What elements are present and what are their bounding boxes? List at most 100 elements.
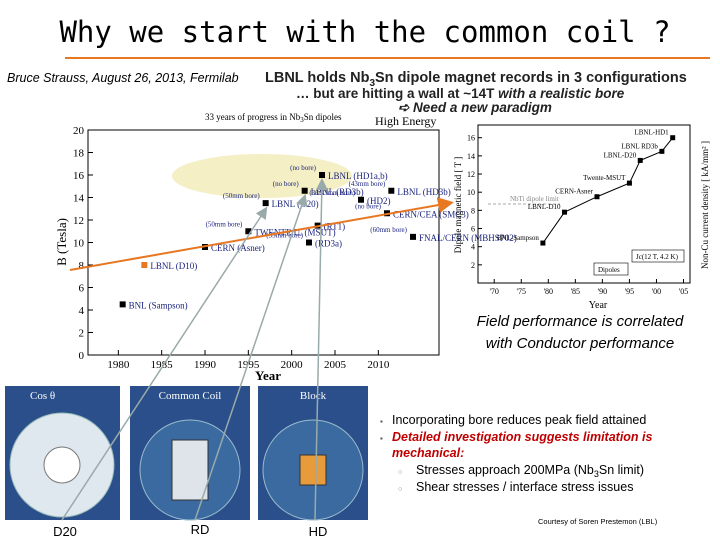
y-tick-label: 16 xyxy=(467,134,475,143)
legend-box xyxy=(593,262,629,276)
bullet-text: Detailed investigation suggests limitati… xyxy=(392,430,653,444)
author: Bruce Strauss, August 26, 2013, Fermilab xyxy=(7,71,239,85)
y2-axis-label: Non-Cu current density [ kA/mm² ] xyxy=(700,141,710,269)
y-axis-label: Dipole magnetic field [ T ] xyxy=(453,157,463,253)
text-run: Sn dipole magnet records in 3 configurat… xyxy=(375,70,687,86)
point-label: LBNL (D20) xyxy=(272,199,319,209)
record-point xyxy=(262,200,269,207)
panel-label: HD xyxy=(309,524,328,539)
text-run: with a realistic bore xyxy=(498,86,625,101)
x-tick-label: 2000 xyxy=(281,359,304,371)
panel-label: RD xyxy=(191,522,210,537)
y-axis-label: B (Tesla) xyxy=(54,218,69,266)
legend-entry: Jc(12 T, 4.2 K) xyxy=(636,253,679,261)
x-axis-label: Year xyxy=(255,368,281,383)
text-run: Sn limit) xyxy=(599,463,644,477)
point-note: (50mm bore) xyxy=(223,192,260,200)
point-label: LBNL (HD3b) xyxy=(397,187,450,197)
record-point xyxy=(410,233,416,240)
highlight xyxy=(172,154,352,198)
reference-arrow xyxy=(61,206,268,521)
y-tick-label: 2 xyxy=(79,328,85,340)
point-label: Twente-MSUT xyxy=(583,174,626,182)
x-tick-label: 1995 xyxy=(237,359,260,371)
field-point xyxy=(594,194,600,200)
panels: Cos θ Common Coil Block D20 RD HD xyxy=(5,386,368,539)
subscript: 3 xyxy=(300,116,304,124)
subscript: 3 xyxy=(594,469,599,479)
x-tick-label: '05 xyxy=(679,287,688,296)
point-label: (RT1) xyxy=(324,222,345,232)
point-note: (50mm bore) xyxy=(206,220,243,228)
sub-bullet-text: Shear stresses / interface stress issues xyxy=(416,480,633,494)
text-run: … but are hitting a wall at ~14T xyxy=(296,86,498,101)
sub-bullet-text: Stresses approach 200MPa (Nb3Sn limit) xyxy=(416,463,644,479)
point-label: FNAL/CERN (MBHSP02) xyxy=(419,233,517,243)
reference-arrow xyxy=(194,193,308,521)
text-run: Stresses approach 200MPa (Nb xyxy=(416,463,594,477)
coil-block xyxy=(171,439,209,501)
field-point xyxy=(659,148,665,154)
y-tick-label: 0 xyxy=(79,350,85,362)
point-label: LBNL (RD3b) xyxy=(311,187,364,197)
legend-box xyxy=(631,249,685,263)
point-label: LBNL-HD1 xyxy=(634,129,669,137)
point-label: LBNL-D20 xyxy=(604,151,637,159)
point-note: (35mm bore) xyxy=(266,232,303,240)
panel-header: Common Coil xyxy=(159,390,222,402)
coil-bore xyxy=(43,446,81,484)
bullet-text: mechanical: xyxy=(392,446,464,460)
y-tick-label: 14 xyxy=(73,193,85,205)
y-tick-label: 12 xyxy=(73,215,84,227)
y-tick-label: 14 xyxy=(467,152,475,161)
field-history-chart: Dipole magnetic field [ T ] Non-Cu curre… xyxy=(453,124,710,311)
point-label: (RD3a) xyxy=(315,239,342,249)
trend-arrow xyxy=(69,197,454,271)
reference-arrow xyxy=(314,178,328,521)
point-note: (43mm bore) xyxy=(349,180,386,188)
point-note: (no bore) xyxy=(290,164,317,172)
point-label: BNL-Sampson xyxy=(497,234,540,242)
x-tick-label: '90 xyxy=(598,287,607,296)
text-run: Sn dipoles xyxy=(304,112,342,122)
point-label: LBNL-D10 xyxy=(528,203,561,211)
field-point xyxy=(626,180,632,186)
point-label: TWENTE U. (MSUT) xyxy=(254,227,335,237)
headline-1: LBNL holds Nb3Sn dipole magnet records i… xyxy=(265,70,687,89)
headline-3: ➪ Need a new paradigm xyxy=(398,100,552,115)
point-label: CERN-Asner xyxy=(555,188,593,196)
point-note: (no bore) xyxy=(355,202,382,210)
point-label: LBNL (D10) xyxy=(150,261,197,271)
bullet-text: Incorporating bore reduces peak field at… xyxy=(392,413,646,427)
field-point xyxy=(637,157,643,163)
point-label: LBNL (HD1a,b) xyxy=(328,171,388,181)
bullet: ▪ xyxy=(380,417,383,426)
sub-bullet: ○ xyxy=(398,469,402,476)
x-axis-label: Year xyxy=(589,300,608,311)
point-note: (no bore) xyxy=(273,180,300,188)
point-label: LBNL RD3b xyxy=(621,142,658,150)
x-tick-label: '70 xyxy=(489,287,498,296)
corner-label: High Energy xyxy=(375,114,436,128)
record-point xyxy=(388,187,395,194)
y-tick-label: 4 xyxy=(79,305,85,317)
progress-chart: 33 years of progress in Nb3Sn dipoles Hi… xyxy=(54,112,517,383)
record-point xyxy=(358,196,364,203)
x-tick-label: 2010 xyxy=(367,359,390,371)
point-label: (HD2) xyxy=(367,196,391,206)
y-tick-label: 2 xyxy=(471,261,475,270)
record-point xyxy=(141,262,148,268)
point-note: (36/43mm bore) xyxy=(309,189,355,197)
slide-title: Why we start with the common coil ? xyxy=(59,15,670,49)
field-point xyxy=(562,209,568,215)
y-tick-label: 8 xyxy=(79,260,85,272)
sub-bullet: ○ xyxy=(398,486,402,493)
credit: Courtesy of Soren Prestemon (LBL) xyxy=(538,517,658,526)
headline-2: … but are hitting a wall at ~14T with a … xyxy=(296,86,625,101)
point-note: (60mm bore) xyxy=(370,226,407,234)
y-tick-label: 12 xyxy=(467,170,475,179)
x-tick-label: 1990 xyxy=(194,359,217,371)
y-tick-label: 16 xyxy=(73,170,85,182)
text-run: 33 years of progress in Nb xyxy=(205,112,301,122)
